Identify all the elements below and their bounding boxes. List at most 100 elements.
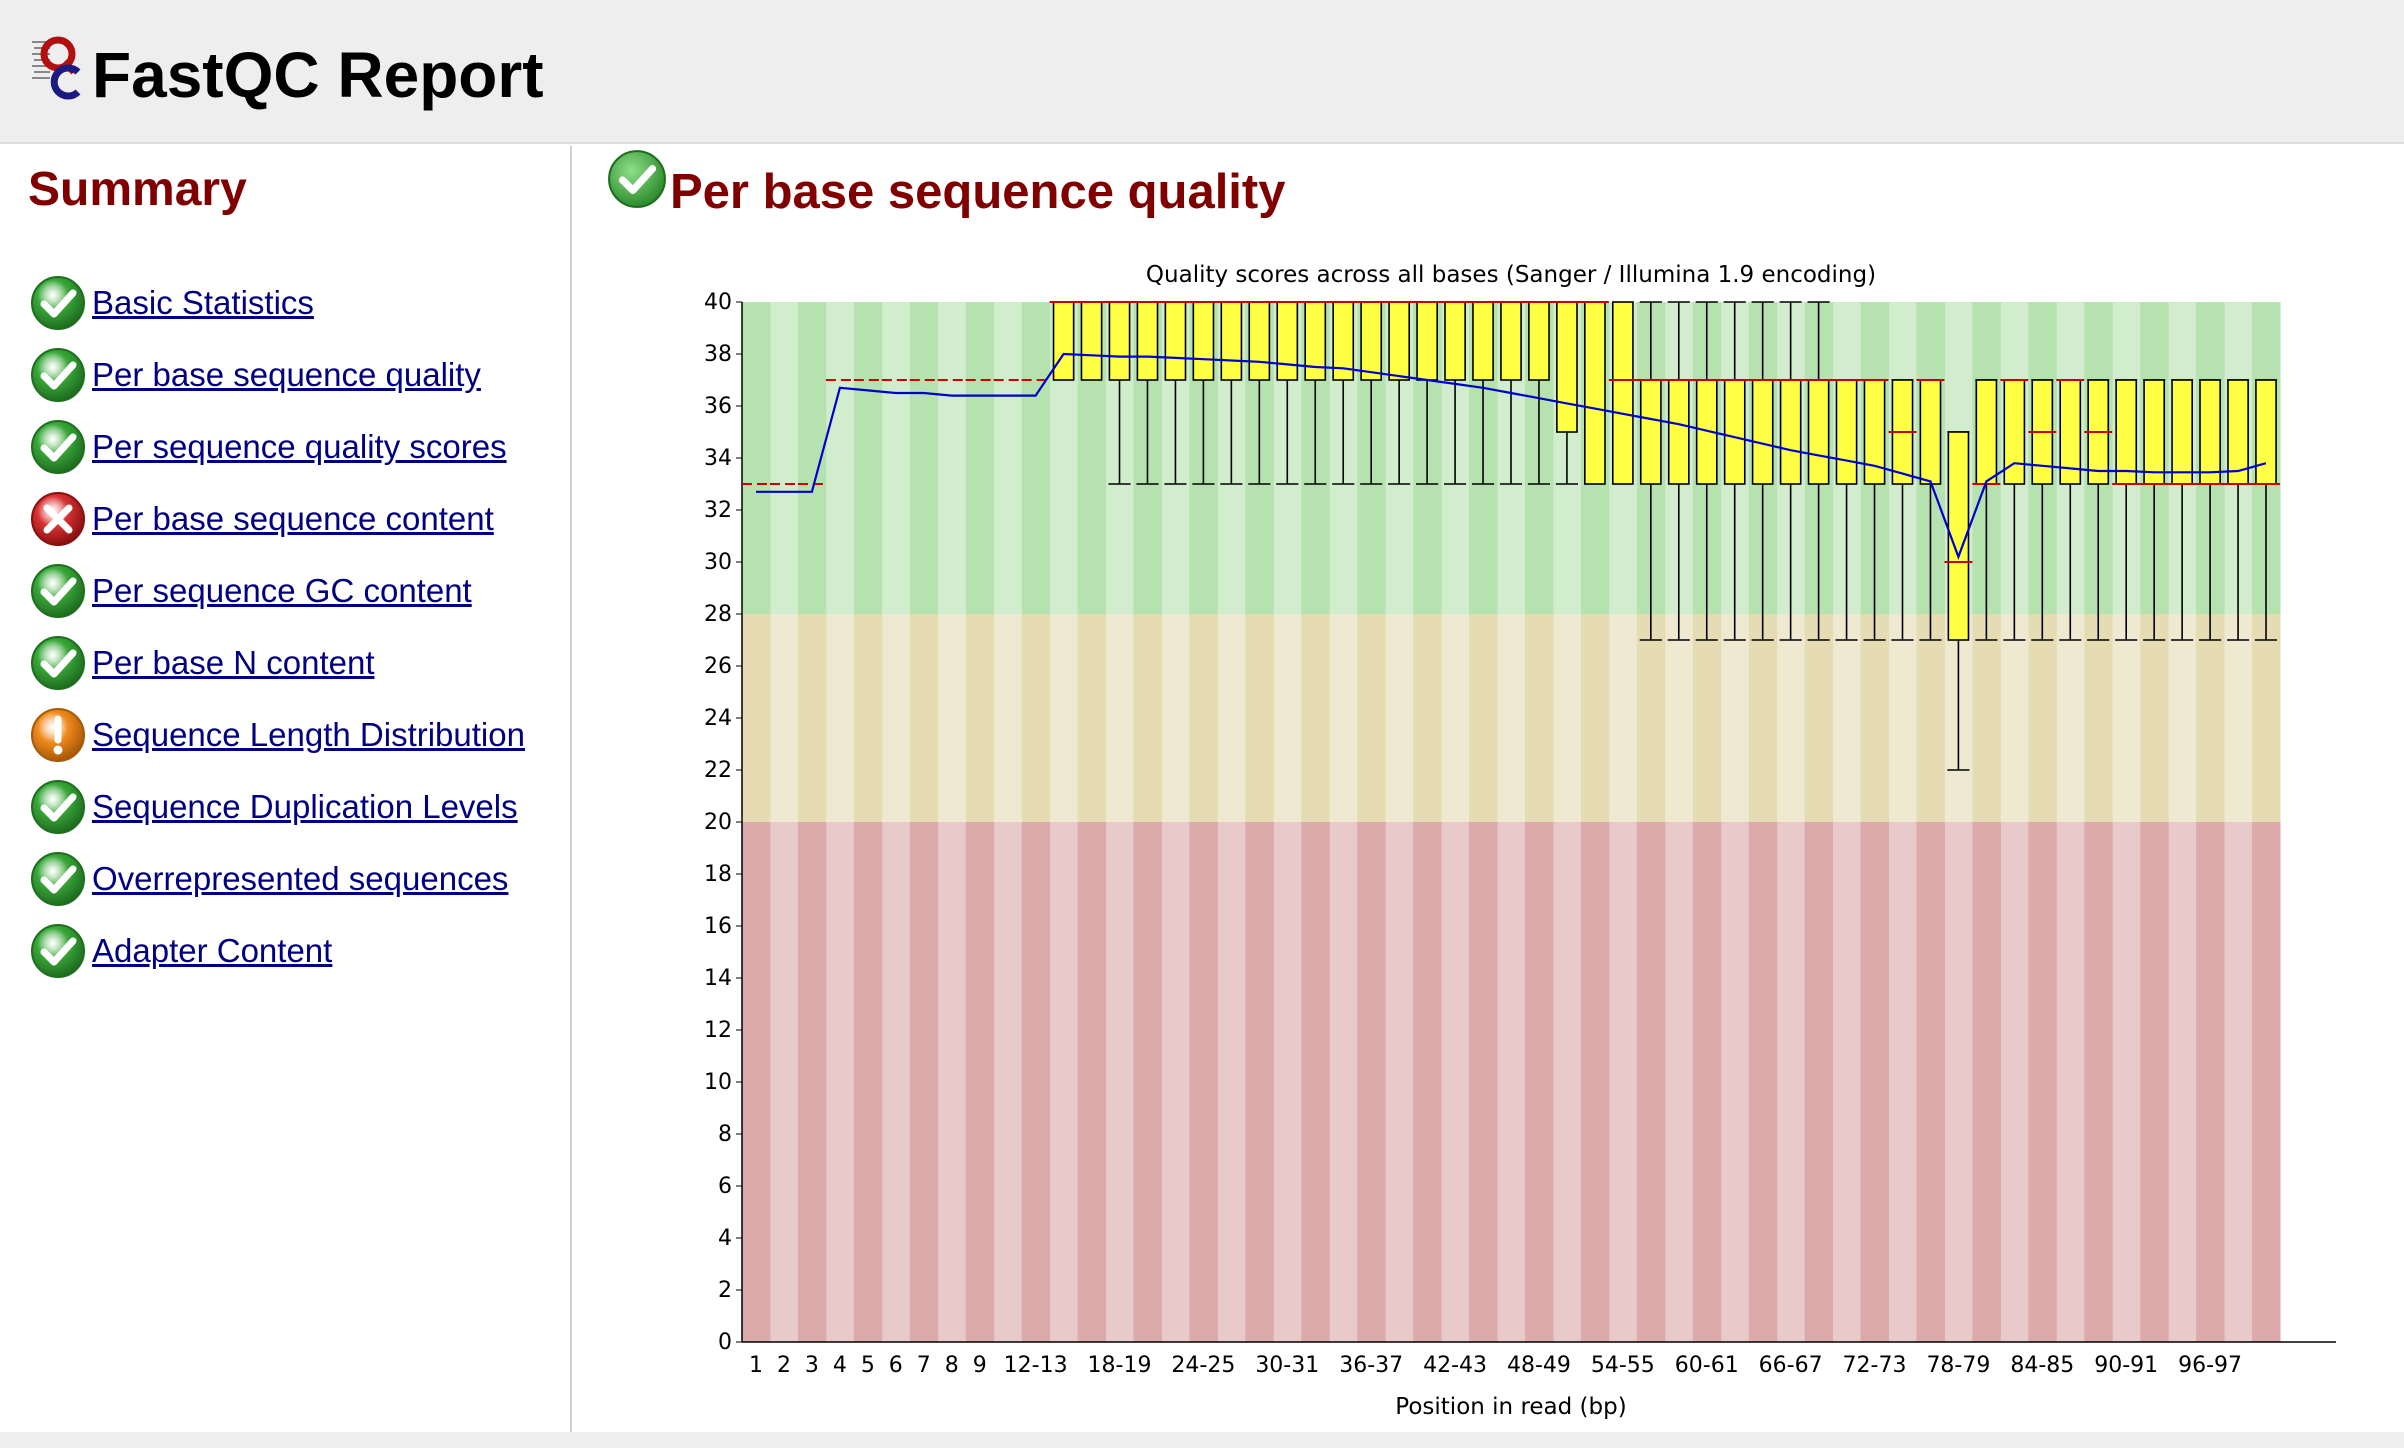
zone-reasonable-stripe: [797, 614, 827, 822]
x-tick-label: 1: [749, 1353, 763, 1378]
zone-reasonable-stripe: [2196, 614, 2225, 822]
summary-link-per-base-n-content[interactable]: Per base N content: [28, 632, 568, 694]
zone-reasonable-stripe: [1776, 614, 1806, 822]
zone-poor-stripe: [2056, 822, 2085, 1342]
zone-poor-stripe: [2168, 822, 2197, 1342]
quality-box: [1611, 301, 1634, 485]
quality-box: [2143, 379, 2166, 485]
zone-reasonable-stripe: [1664, 614, 1694, 822]
zone-reasonable-stripe: [1273, 614, 1302, 822]
zone-reasonable-stripe: [2028, 614, 2057, 822]
summary-link-sequence-length-distribution[interactable]: Sequence Length Distribution: [28, 704, 568, 766]
zone-good-stripe: [881, 302, 911, 614]
x-tick-label: 72-73: [1843, 1353, 1907, 1378]
report-header: FastQC Report: [0, 0, 2404, 144]
y-tick-label: 4: [718, 1226, 732, 1251]
zone-poor-stripe: [1385, 822, 1414, 1342]
summary-link-per-base-sequence-content[interactable]: Per base sequence content: [28, 488, 568, 550]
zone-poor-stripe: [965, 822, 995, 1342]
quality-box: [2171, 379, 2193, 485]
summary-link-adapter-content[interactable]: Adapter Content: [28, 920, 568, 982]
pass-icon: [31, 852, 85, 906]
pass-icon: [608, 150, 666, 208]
zone-good-stripe: [825, 302, 855, 614]
summary-link-label: Per base sequence quality: [92, 356, 481, 393]
summary-link-label: Per base N content: [92, 644, 375, 681]
zone-reasonable-stripe: [1385, 614, 1414, 822]
zone-reasonable-stripe: [1329, 614, 1358, 822]
zone-poor-stripe: [1245, 822, 1274, 1342]
summary-link-sequence-duplication-levels[interactable]: Sequence Duplication Levels: [28, 776, 568, 838]
y-tick-label: 32: [704, 498, 732, 523]
summary-link-per-base-sequence-quality[interactable]: Per base sequence quality: [28, 344, 568, 406]
zone-reasonable-stripe: [1077, 614, 1107, 822]
zone-poor-stripe: [881, 822, 911, 1342]
zone-reasonable-stripe: [1916, 614, 1945, 822]
y-tick-label: 22: [704, 758, 732, 783]
x-tick-label: 36-37: [1339, 1353, 1403, 1378]
y-tick-label: 34: [704, 446, 732, 471]
zone-good-stripe: [993, 302, 1023, 614]
zone-reasonable-stripe: [1497, 614, 1526, 822]
zone-poor-stripe: [1636, 822, 1666, 1342]
summary-link-label: Basic Statistics: [92, 284, 314, 321]
summary-link-per-sequence-quality-scores[interactable]: Per sequence quality scores: [28, 416, 568, 478]
zone-good-stripe: [853, 302, 883, 614]
x-tick-label: 6: [889, 1353, 903, 1378]
x-tick-label: 96-97: [2178, 1353, 2242, 1378]
x-tick-label: 12-13: [1004, 1353, 1068, 1378]
zone-reasonable-stripe: [2252, 614, 2281, 822]
pass-icon: [31, 348, 85, 402]
zone-reasonable-stripe: [965, 614, 995, 822]
quality-box: [1667, 379, 1690, 485]
quality-box: [1444, 301, 1466, 381]
fastqc-logo-icon: [32, 36, 81, 100]
quality-box: [1639, 379, 1662, 485]
zone-poor-stripe: [2112, 822, 2141, 1342]
x-tick-label: 54-55: [1591, 1353, 1655, 1378]
zone-good-stripe: [1021, 302, 1051, 614]
zone-reasonable-stripe: [1049, 614, 1079, 822]
zone-poor-stripe: [1161, 822, 1190, 1342]
zone-poor-stripe: [1916, 822, 1945, 1342]
summary-link-label: Overrepresented sequences: [92, 860, 509, 897]
quality-box: [1248, 301, 1271, 381]
quality-box: [1192, 301, 1215, 381]
y-tick-label: 0: [718, 1330, 732, 1355]
summary-link-per-sequence-gc-content[interactable]: Per sequence GC content: [28, 560, 568, 622]
zone-reasonable-stripe: [1161, 614, 1190, 822]
zone-poor-stripe: [797, 822, 827, 1342]
zone-reasonable-stripe: [2140, 614, 2169, 822]
y-tick-label: 10: [704, 1070, 732, 1095]
zone-poor-stripe: [1720, 822, 1750, 1342]
zone-reasonable-stripe: [1636, 614, 1666, 822]
quality-box: [1947, 431, 1970, 641]
summary-link-basic-statistics[interactable]: Basic Statistics: [28, 272, 568, 334]
x-tick-label: 42-43: [1423, 1353, 1487, 1378]
x-tick-label: 8: [945, 1353, 959, 1378]
zone-reasonable-stripe: [881, 614, 911, 822]
quality-box: [1751, 379, 1774, 485]
quality-box: [2115, 379, 2138, 485]
zone-poor-stripe: [1860, 822, 1890, 1342]
y-tick-label: 36: [704, 394, 732, 419]
zone-poor-stripe: [1021, 822, 1051, 1342]
zone-reasonable-stripe: [2112, 614, 2141, 822]
y-tick-label: 8: [718, 1122, 732, 1147]
summary-heading: Summary: [28, 163, 247, 216]
zone-reasonable-stripe: [1105, 614, 1134, 822]
zone-poor-stripe: [2140, 822, 2169, 1342]
section-title: Per base sequence quality: [670, 165, 1286, 219]
zone-reasonable-stripe: [1804, 614, 1834, 822]
pass-icon: [31, 420, 85, 474]
zone-reasonable-stripe: [1888, 614, 1917, 822]
x-tick-label: 24-25: [1171, 1353, 1235, 1378]
zone-reasonable-stripe: [1972, 614, 2001, 822]
zone-reasonable-stripe: [909, 614, 939, 822]
summary-link-overrepresented-sequences[interactable]: Overrepresented sequences: [28, 848, 568, 910]
zone-poor-stripe: [1804, 822, 1834, 1342]
zone-poor-stripe: [1748, 822, 1778, 1342]
zone-reasonable-stripe: [1245, 614, 1274, 822]
zone-reasonable-stripe: [1301, 614, 1330, 822]
quality-box: [1472, 301, 1494, 381]
